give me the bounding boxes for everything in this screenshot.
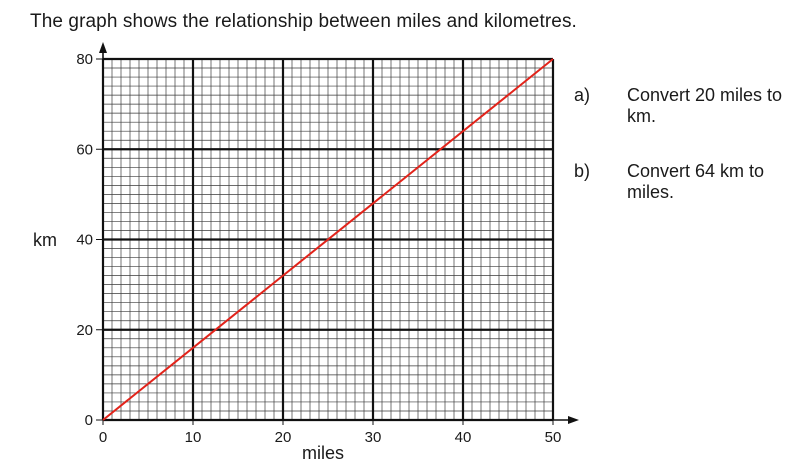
question-letter: b) — [574, 161, 591, 181]
series — [102, 58, 554, 421]
x-tick-label: 50 — [545, 429, 562, 446]
x-tick-label: 40 — [455, 429, 472, 446]
x-tick-label: 30 — [365, 429, 382, 446]
question-b: b) Convert 64 km to miles. — [574, 161, 802, 203]
x-axis-label: miles — [302, 443, 344, 463]
axes — [99, 42, 579, 424]
ticks: 0 10 20 30 40 50 0 20 40 60 80 — [76, 51, 561, 446]
question-a: a) Convert 20 miles to km. — [574, 85, 802, 127]
x-tick-label: 20 — [275, 429, 292, 446]
question-letter: a) — [574, 85, 591, 105]
y-tick-label: 0 — [85, 412, 93, 429]
y-axis-label: km — [33, 230, 57, 250]
question-text: Convert 20 miles to km. — [627, 85, 783, 126]
x-axis-arrow-icon — [568, 416, 579, 424]
y-tick-label: 80 — [76, 51, 93, 68]
y-tick-label: 60 — [76, 141, 93, 158]
questions: a) Convert 20 miles to km. b) Convert 64… — [574, 85, 802, 237]
x-tick-label: 10 — [185, 429, 202, 446]
y-tick-label: 20 — [76, 322, 93, 339]
y-tick-label: 40 — [76, 232, 93, 249]
intro-text: The graph shows the relationship between… — [30, 11, 577, 32]
series-line — [102, 58, 554, 421]
y-axis-arrow-icon — [99, 42, 107, 53]
x-tick-label: 0 — [99, 429, 107, 446]
question-text: Convert 64 km to miles. — [627, 161, 765, 202]
